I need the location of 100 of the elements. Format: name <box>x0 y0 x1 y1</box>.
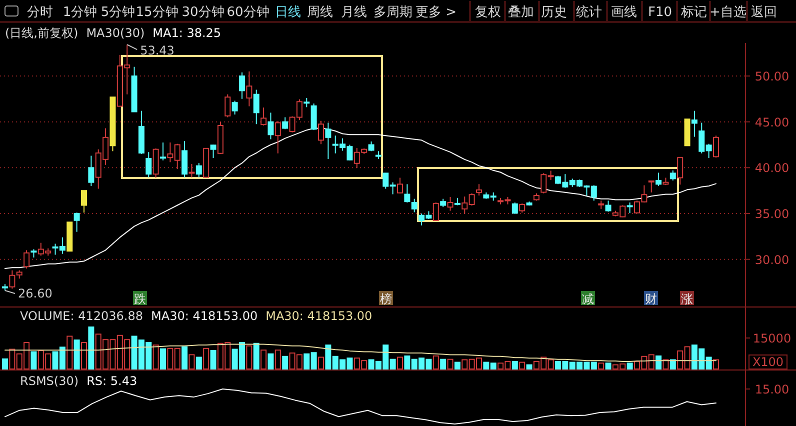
candlestick <box>411 198 418 213</box>
bar <box>432 355 439 370</box>
bar <box>656 355 662 370</box>
bar <box>66 336 73 370</box>
text: +自选 <box>710 5 746 20</box>
annotation: 跌 <box>134 292 146 306</box>
chart-title: (日线,前复权) <box>5 26 78 40</box>
bar <box>713 359 719 370</box>
bar <box>182 346 188 370</box>
bar <box>196 356 202 370</box>
text: 叠加 <box>508 5 534 20</box>
annotation: 榜 <box>380 292 392 306</box>
bar <box>598 362 604 370</box>
candlestick <box>670 170 676 181</box>
y-tick-label: 40.00 <box>754 161 790 176</box>
bar <box>282 356 288 370</box>
text: 1分钟 <box>62 5 98 20</box>
text: 日线 <box>275 5 301 20</box>
annotation: 26.60 <box>18 286 52 300</box>
candlestick <box>310 103 317 131</box>
bar <box>454 362 460 370</box>
candlestick <box>512 202 518 214</box>
bar <box>274 350 281 370</box>
bar <box>152 344 159 370</box>
text: 分时 <box>27 5 53 20</box>
candlestick <box>210 144 216 159</box>
bar <box>81 342 87 370</box>
candlestick <box>274 120 281 154</box>
text: 历史 <box>541 5 567 20</box>
text: 15.00 <box>754 382 790 396</box>
text: MA1: 38.25 <box>152 26 222 40</box>
text: F10 <box>648 5 672 20</box>
candlestick <box>74 212 80 232</box>
bar <box>397 356 403 370</box>
bar <box>74 340 80 370</box>
candlestick <box>318 120 324 145</box>
bar <box>160 348 166 370</box>
candlestick <box>81 190 87 214</box>
candlestick <box>239 72 245 100</box>
text: 统计 <box>576 5 602 20</box>
series-label: RS: 5.43 <box>86 374 138 388</box>
annotation: 减 <box>582 292 594 306</box>
bar <box>253 342 260 370</box>
candlestick <box>304 98 310 108</box>
bar <box>188 354 195 370</box>
candlestick <box>146 152 152 178</box>
text: 5分钟 <box>100 5 136 20</box>
candlestick <box>476 184 482 196</box>
y-tick-label: 30.00 <box>754 252 790 267</box>
candlestick <box>224 94 231 118</box>
candlestick <box>648 180 654 193</box>
chart-title: VOLUME: 412036.88 <box>20 309 143 323</box>
annotation: 财 <box>645 292 657 306</box>
y-tick-label: 35.00 <box>754 207 790 221</box>
series-label: MA30: 418153.00 <box>266 309 372 323</box>
text: MA30: 418153.00 <box>151 309 258 323</box>
bar <box>30 351 37 370</box>
bar <box>447 358 454 370</box>
candlestick <box>325 122 332 160</box>
candlestick <box>656 172 662 186</box>
text: 15000 <box>752 332 792 346</box>
candlestick <box>260 107 267 126</box>
candlestick <box>404 184 410 203</box>
candlestick <box>253 89 260 125</box>
candlestick <box>160 142 166 161</box>
y-tick-label: 50.00 <box>754 70 790 84</box>
candlestick <box>24 250 30 269</box>
candlestick <box>713 135 719 158</box>
bar <box>210 350 216 370</box>
annotation: 53.43 <box>140 44 174 58</box>
candlestick <box>88 155 94 186</box>
candlestick <box>397 177 403 194</box>
candlestick <box>232 100 238 115</box>
text: 更多 > <box>415 5 457 20</box>
bar <box>512 360 518 370</box>
candlestick <box>626 202 633 214</box>
bar <box>626 362 633 370</box>
text: 标记 <box>680 5 707 20</box>
text: 多周期 <box>374 5 412 20</box>
bar <box>260 350 267 370</box>
candlestick <box>519 202 526 214</box>
text: 画线 <box>611 5 637 20</box>
candlestick <box>677 157 684 186</box>
chart-subtitle: MA30(30) <box>86 26 145 40</box>
bar <box>88 326 94 370</box>
bar <box>526 364 532 370</box>
bar <box>203 348 210 370</box>
bar <box>2 358 8 370</box>
text: 返回 <box>751 5 777 20</box>
bar <box>246 345 252 370</box>
candlestick <box>432 202 439 222</box>
bar <box>440 358 446 370</box>
y-tick-label: 45.00 <box>754 115 790 130</box>
text: 15分钟 <box>136 5 178 20</box>
candlestick <box>196 162 202 178</box>
text: 30分钟 <box>182 5 224 20</box>
text: 月线 <box>341 5 367 20</box>
candlestick <box>246 70 252 107</box>
bar <box>318 356 324 370</box>
candlestick <box>182 140 188 178</box>
